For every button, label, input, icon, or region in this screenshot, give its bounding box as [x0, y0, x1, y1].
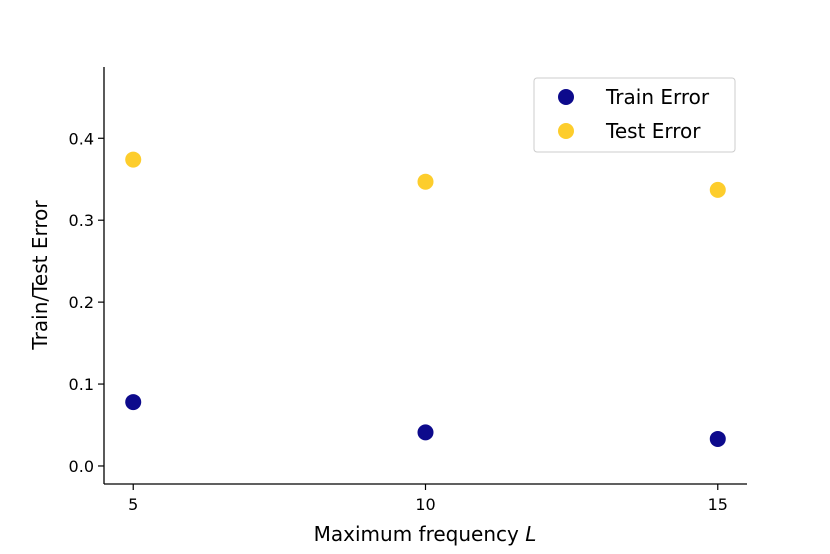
legend-label-train-error: Train Error	[605, 85, 710, 109]
x-axis-label: Maximum frequency L	[314, 522, 537, 546]
data-points	[125, 151, 726, 447]
legend-marker-test-error	[558, 123, 574, 139]
y-tick-label: 0.1	[69, 375, 94, 394]
point-train-error	[417, 424, 434, 441]
point-train-error	[709, 430, 726, 447]
legend-marker-train-error	[558, 89, 574, 105]
legend: Train Error Test Error	[533, 77, 736, 153]
y-tick-label: 0.2	[69, 293, 94, 312]
y-tick-label: 0.0	[69, 457, 94, 476]
x-tick-label: 15	[708, 495, 728, 514]
legend-frame	[533, 77, 736, 153]
y-tick-label: 0.4	[69, 129, 94, 148]
x-axis-ticks: 5 10 15	[128, 484, 728, 514]
x-tick-label: 5	[128, 495, 138, 514]
y-axis-ticks: 0.0 0.1 0.2 0.3 0.4	[69, 129, 104, 476]
y-tick-label: 0.3	[69, 211, 94, 230]
point-test-error	[709, 181, 726, 198]
legend-label-test-error: Test Error	[605, 119, 701, 143]
y-axis-label: Train/Test Error	[28, 200, 52, 351]
x-tick-label: 10	[415, 495, 435, 514]
point-test-error	[417, 173, 434, 190]
point-train-error	[125, 394, 142, 411]
point-test-error	[125, 151, 142, 168]
